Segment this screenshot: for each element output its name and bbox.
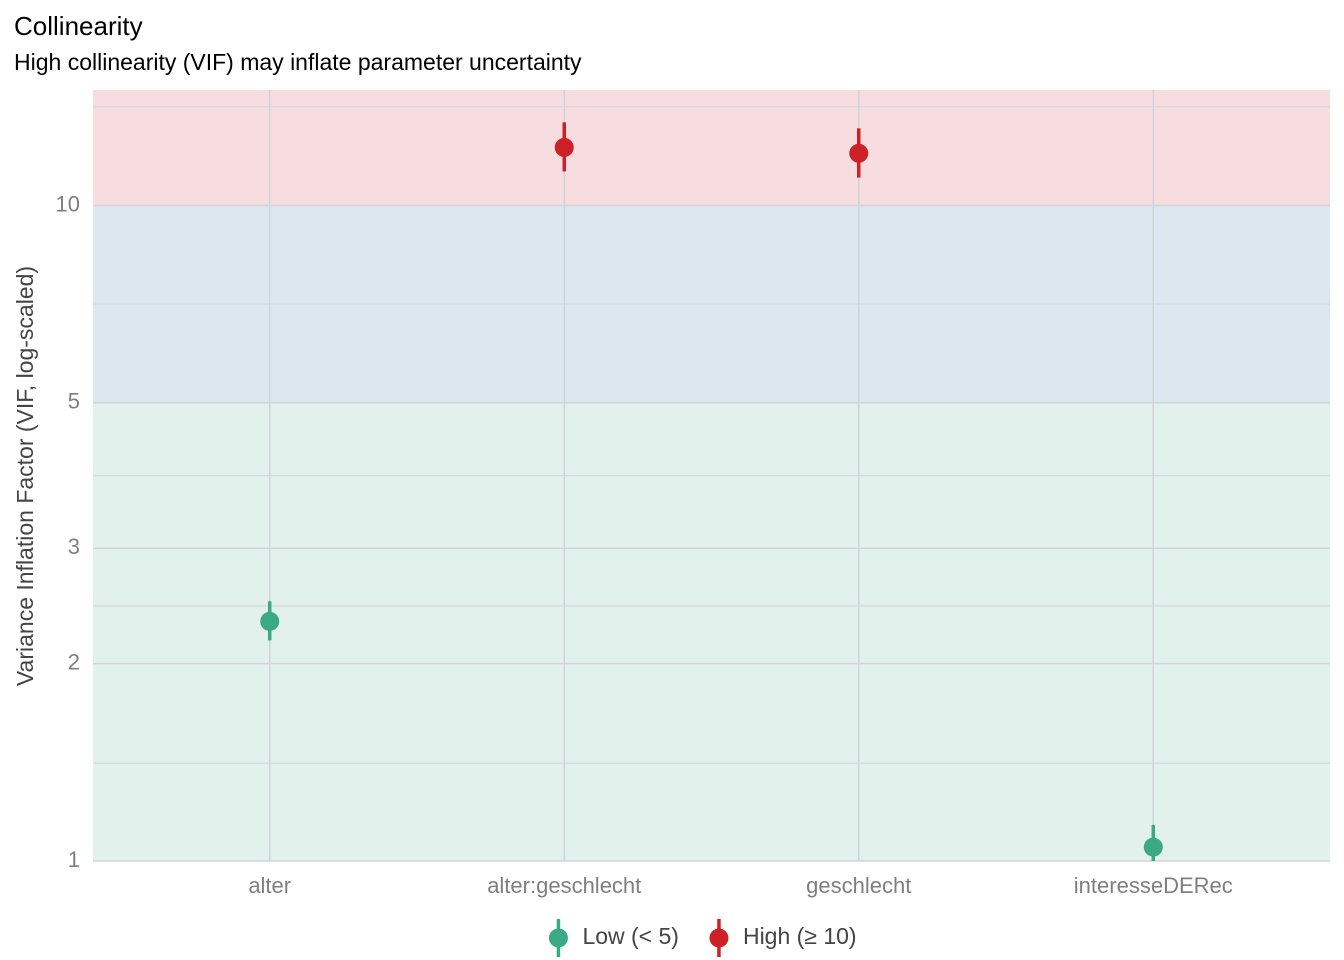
y-axis-title: Variance Inflation Factor (VIF, log-scal… (12, 266, 38, 686)
legend-marker (548, 928, 568, 948)
legend-label: Low (< 5) (582, 923, 679, 949)
legend: Low (< 5) High (≥ 10) (548, 919, 857, 957)
x-tick-label: geschlecht (806, 873, 911, 898)
zone-band (93, 402, 1330, 861)
x-tick-label: alter:geschlecht (487, 873, 641, 898)
legend-item: Low (< 5) (548, 919, 679, 957)
point (554, 137, 574, 157)
chart-subtitle: High collinearity (VIF) may inflate para… (14, 49, 582, 75)
legend-label: High (≥ 10) (743, 923, 857, 949)
point (260, 611, 280, 631)
legend-item: High (≥ 10) (709, 919, 857, 957)
x-tick-label: alter (248, 873, 291, 898)
zone-band (93, 90, 1330, 206)
point (1143, 837, 1163, 857)
point (849, 143, 869, 163)
x-tick-label: interesseDERec (1074, 873, 1233, 898)
y-tick-label: 3 (68, 534, 80, 559)
legend-marker (709, 928, 729, 948)
y-tick-label: 5 (68, 389, 80, 414)
y-tick-label: 2 (68, 649, 80, 674)
y-tick-label: 10 (56, 191, 80, 216)
chart-title: Collinearity (14, 11, 143, 41)
y-tick-label: 1 (68, 847, 80, 872)
